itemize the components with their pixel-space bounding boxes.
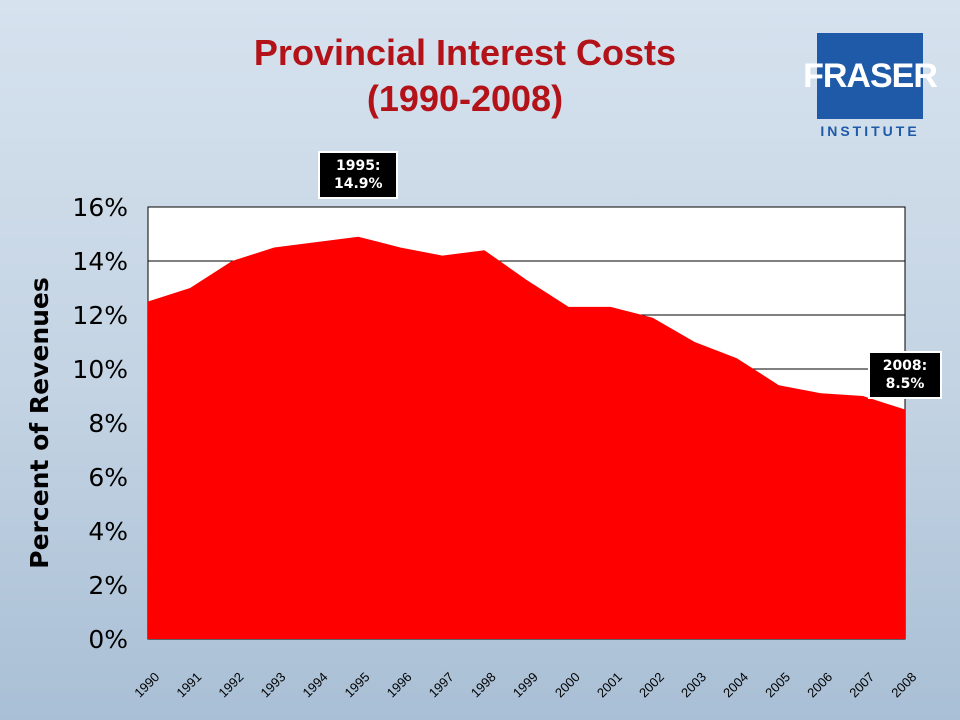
x-tick-label: 1995: [342, 669, 373, 700]
x-tick-label: 2005: [762, 669, 793, 700]
x-tick-labels: 1990 1991 1992 1993 1994 1995 1996 1997 1998 1999…: [131, 669, 919, 700]
y-tick-label: 0%: [88, 625, 128, 654]
x-tick-label: 1999: [510, 669, 541, 700]
annotation-1995: 1995: 14.9%: [318, 150, 399, 199]
y-tick-label: 10%: [72, 355, 128, 384]
y-tick-label: 16%: [72, 193, 128, 222]
x-tick-label: 2004: [720, 669, 751, 700]
x-tick-label: 1991: [173, 669, 204, 700]
x-tick-label: 2001: [594, 669, 625, 700]
x-tick-label: 2003: [678, 669, 709, 700]
chart-title-line1: Provincial Interest Costs: [253, 32, 677, 73]
y-tick-labels: 0% 2% 4% 6% 8% 10% 12% 14% 16%: [72, 193, 128, 654]
x-tick-label: 1997: [426, 669, 457, 700]
annotation-1995-year: 1995:: [335, 157, 381, 174]
annotation-2008-year: 2008:: [882, 357, 928, 374]
area-layer: [148, 236, 905, 639]
fraser-institute-logo: FRASER INSTITUTE: [803, 33, 938, 139]
y-tick-label: 8%: [88, 409, 128, 438]
x-tick-label: 1994: [300, 669, 331, 700]
y-tick-label: 12%: [72, 301, 128, 330]
y-tick-label: 4%: [88, 517, 128, 546]
x-tick-label: 2006: [804, 669, 835, 700]
chart-title: Provincial Interest Costs (1990-2008): [150, 30, 780, 122]
y-axis-label: Percent of Revenues: [25, 277, 54, 568]
logo-wordmark: FRASER: [803, 33, 938, 119]
x-tick-label: 2000: [552, 669, 583, 700]
y-tick-label: 14%: [72, 247, 128, 276]
x-tick-label: 1996: [384, 669, 415, 700]
annotation-1995-value: 14.9%: [333, 175, 383, 192]
area-series: [148, 236, 905, 639]
x-tick-label: 1993: [257, 669, 288, 700]
x-tick-label: 2007: [846, 669, 877, 700]
y-tick-label: 6%: [88, 463, 128, 492]
annotation-2008-value: 8.5%: [885, 375, 925, 392]
x-tick-label: 2008: [888, 669, 919, 700]
y-tick-label: 2%: [88, 571, 128, 600]
logo-subtitle: INSTITUTE: [820, 123, 920, 139]
chart-title-line2: (1990-2008): [366, 78, 564, 119]
x-tick-label: 1992: [215, 669, 246, 700]
x-tick-label: 2002: [636, 669, 667, 700]
annotation-2008: 2008: 8.5%: [868, 350, 942, 399]
x-tick-label: 1998: [468, 669, 499, 700]
x-tick-label: 1990: [131, 669, 162, 700]
